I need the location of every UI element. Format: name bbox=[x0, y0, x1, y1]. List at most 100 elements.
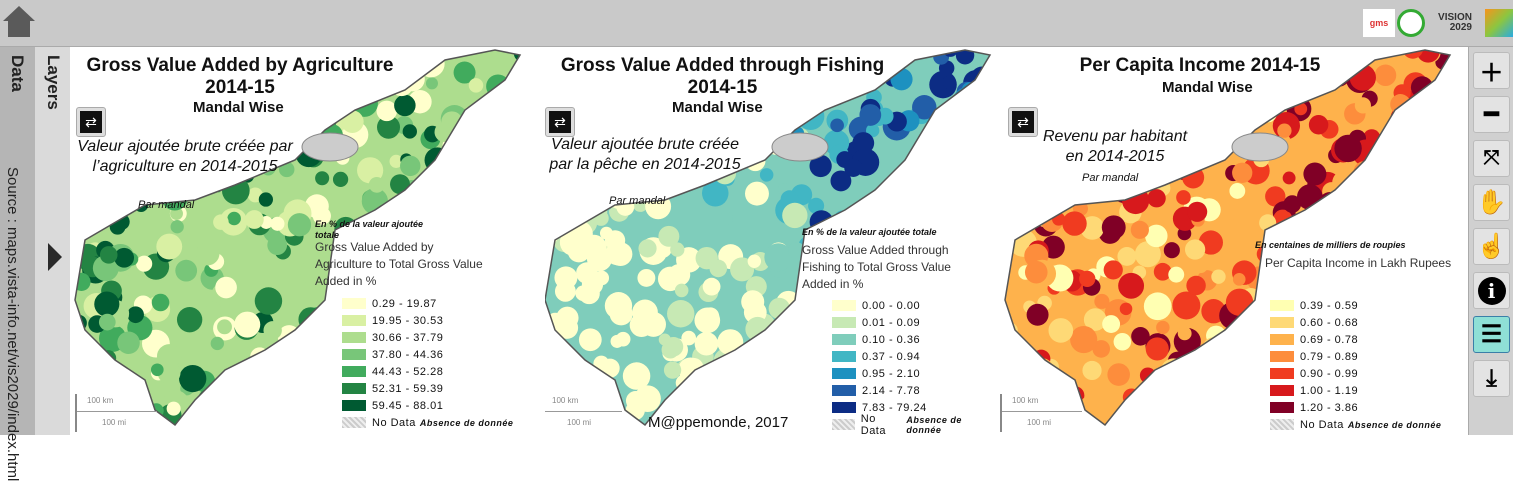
mandal-region[interactable] bbox=[586, 246, 612, 272]
mandal-region[interactable] bbox=[1427, 118, 1443, 135]
mandal-region[interactable] bbox=[84, 205, 105, 227]
mandal-region[interactable] bbox=[457, 160, 485, 188]
mandal-region[interactable] bbox=[286, 363, 305, 382]
mandal-region[interactable] bbox=[1242, 345, 1266, 370]
mandal-region[interactable] bbox=[578, 282, 600, 305]
mandal-region[interactable] bbox=[719, 211, 733, 226]
mandal-region[interactable] bbox=[496, 155, 515, 174]
mandal-region[interactable] bbox=[865, 123, 880, 138]
mandal-region[interactable] bbox=[764, 243, 793, 272]
mandal-region[interactable] bbox=[252, 403, 266, 416]
mandal-region[interactable] bbox=[315, 171, 330, 186]
mandal-region[interactable] bbox=[1011, 376, 1031, 396]
mandal-region[interactable] bbox=[1072, 97, 1090, 114]
mandal-region[interactable] bbox=[453, 61, 476, 84]
mandal-region[interactable] bbox=[1007, 86, 1024, 103]
mandal-region[interactable] bbox=[667, 300, 695, 328]
mandal-region[interactable] bbox=[559, 173, 586, 200]
mandal-region[interactable] bbox=[977, 97, 995, 116]
mandal-region[interactable] bbox=[1260, 268, 1288, 296]
mandal-region[interactable] bbox=[1032, 349, 1051, 369]
mandal-region[interactable] bbox=[545, 191, 562, 213]
mandal-region[interactable] bbox=[501, 95, 528, 123]
mandal-region[interactable] bbox=[767, 396, 784, 413]
mandal-region[interactable] bbox=[545, 177, 563, 200]
mandal-region[interactable] bbox=[1134, 241, 1161, 268]
mandal-region[interactable] bbox=[507, 247, 524, 265]
mandal-region[interactable] bbox=[98, 313, 116, 331]
mandal-region[interactable] bbox=[425, 77, 438, 90]
mandal-region[interactable] bbox=[830, 170, 852, 192]
mandal-region[interactable] bbox=[299, 241, 321, 263]
mandal-region[interactable] bbox=[554, 266, 578, 290]
mandal-region[interactable] bbox=[1439, 351, 1463, 376]
mandal-region[interactable] bbox=[747, 347, 772, 372]
mandal-region[interactable] bbox=[86, 365, 111, 391]
mandal-region[interactable] bbox=[215, 276, 237, 299]
mandal-region[interactable] bbox=[1438, 142, 1460, 165]
mandal-region[interactable] bbox=[114, 247, 135, 268]
mandal-region[interactable] bbox=[618, 110, 645, 138]
mandal-region[interactable] bbox=[1303, 162, 1327, 186]
download-button[interactable]: ⤓ bbox=[1473, 360, 1510, 397]
mandal-region[interactable] bbox=[875, 199, 900, 223]
mandal-region[interactable] bbox=[929, 144, 951, 166]
mandal-region[interactable] bbox=[1197, 380, 1211, 394]
mandal-region[interactable] bbox=[1368, 179, 1387, 198]
mandal-region[interactable] bbox=[170, 220, 184, 234]
mandal-region[interactable] bbox=[1101, 215, 1126, 240]
mandal-region[interactable] bbox=[1252, 327, 1271, 345]
mandal-region[interactable] bbox=[753, 127, 772, 146]
mandal-region[interactable] bbox=[1153, 262, 1172, 281]
mandal-region[interactable] bbox=[1412, 99, 1427, 115]
mandal-region[interactable] bbox=[452, 220, 472, 240]
mandal-region[interactable] bbox=[1353, 160, 1377, 185]
mandal-region[interactable] bbox=[1022, 363, 1036, 378]
mandal-region[interactable] bbox=[1444, 205, 1461, 223]
mandal-region[interactable] bbox=[480, 115, 496, 131]
mandal-region[interactable] bbox=[93, 176, 117, 200]
mandal-region[interactable] bbox=[176, 307, 203, 333]
mandal-region[interactable] bbox=[1265, 186, 1286, 207]
mandal-region[interactable] bbox=[1143, 292, 1172, 321]
mandal-region[interactable] bbox=[1211, 269, 1226, 284]
mandal-region[interactable] bbox=[1243, 380, 1265, 401]
mandal-region[interactable] bbox=[314, 349, 333, 368]
mandal-region[interactable] bbox=[1000, 275, 1025, 300]
mandal-region[interactable] bbox=[996, 346, 1017, 367]
mandal-region[interactable] bbox=[89, 351, 107, 369]
mandal-region[interactable] bbox=[1389, 176, 1412, 199]
mandal-region[interactable] bbox=[709, 259, 728, 278]
mandal-region[interactable] bbox=[802, 404, 831, 432]
mandal-region[interactable] bbox=[70, 352, 91, 376]
mandal-region[interactable] bbox=[258, 192, 273, 207]
mandal-region[interactable] bbox=[1221, 342, 1240, 362]
map-panel-income[interactable]: Per Capita Income 2014-15 Mandal Wise ⇄ Rev… bbox=[995, 47, 1468, 435]
data-panel-toggle[interactable]: Data Source : maps.vista-info.net/vis202… bbox=[0, 47, 35, 481]
mandal-region[interactable] bbox=[1101, 93, 1116, 109]
mandal-region[interactable] bbox=[545, 370, 558, 386]
mandal-region[interactable] bbox=[1369, 198, 1388, 218]
mandal-region[interactable] bbox=[747, 254, 762, 268]
mandal-region[interactable] bbox=[1157, 170, 1171, 184]
mandal-region[interactable] bbox=[196, 241, 220, 266]
mandal-region[interactable] bbox=[1430, 212, 1448, 230]
mandal-region[interactable] bbox=[261, 358, 280, 378]
mandal-region[interactable] bbox=[811, 389, 830, 408]
mandal-region[interactable] bbox=[1445, 335, 1462, 352]
mandal-region[interactable] bbox=[179, 364, 207, 393]
mandal-region[interactable] bbox=[963, 153, 983, 173]
mandal-region[interactable] bbox=[234, 311, 261, 338]
mandal-region[interactable] bbox=[432, 177, 458, 202]
mandal-region[interactable] bbox=[505, 206, 526, 227]
choropleth-map[interactable] bbox=[70, 47, 545, 435]
mandal-region[interactable] bbox=[421, 50, 438, 67]
mandal-region[interactable] bbox=[785, 391, 802, 407]
mandal-region[interactable] bbox=[657, 266, 683, 292]
mandal-region[interactable] bbox=[701, 179, 729, 207]
mandal-region[interactable] bbox=[910, 144, 935, 169]
mandal-region[interactable] bbox=[1240, 389, 1259, 408]
mandal-region[interactable] bbox=[255, 397, 270, 412]
mandal-region[interactable] bbox=[693, 371, 717, 395]
mandal-region[interactable] bbox=[1129, 396, 1156, 423]
